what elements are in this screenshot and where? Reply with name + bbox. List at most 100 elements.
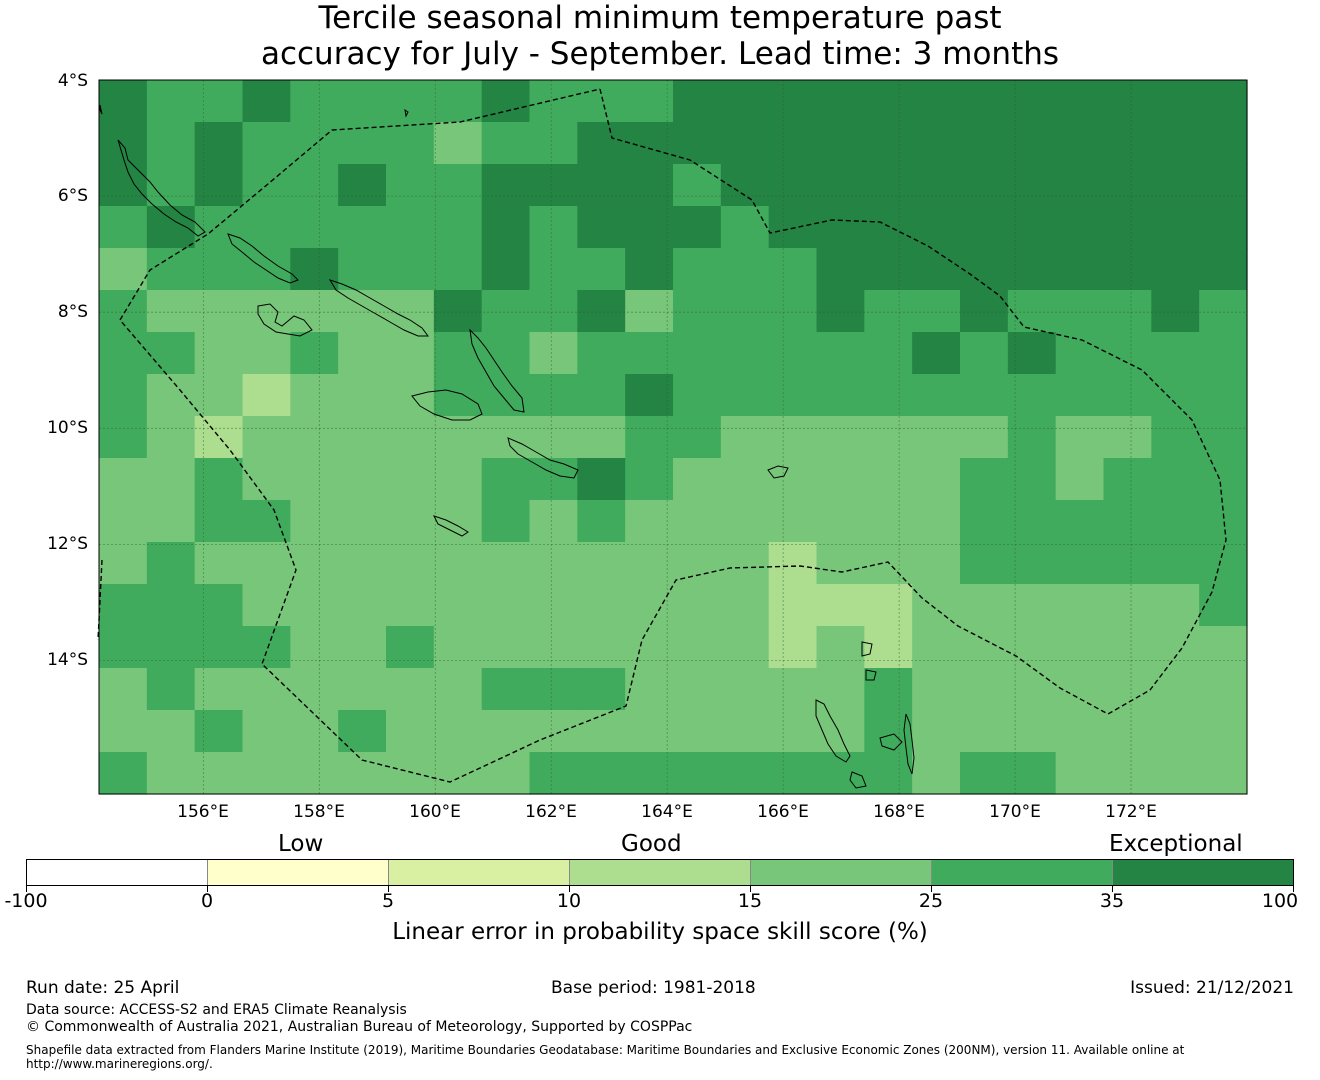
skill-cell	[1055, 542, 1105, 585]
skill-cell	[290, 542, 339, 585]
skill-cell	[1151, 626, 1200, 669]
skill-cell	[99, 710, 148, 753]
skill-cell	[577, 290, 626, 333]
base-period: Base period: 1981-2018	[551, 978, 756, 998]
lat-tick-6s: 6°S	[57, 186, 88, 206]
skill-cell	[816, 458, 865, 501]
skill-cell	[99, 626, 148, 669]
skill-cell	[1151, 80, 1200, 123]
skill-cell	[194, 206, 244, 249]
skill-cell	[625, 248, 674, 291]
skill-cell	[912, 374, 961, 417]
skill-cell	[816, 290, 865, 333]
skill-cell	[864, 458, 913, 501]
colorbar-tick-label: 0	[200, 890, 214, 912]
skill-cell	[625, 290, 674, 333]
skill-cell	[864, 584, 913, 627]
lon-tick-166e: 166°E	[757, 802, 809, 822]
skill-cell	[99, 374, 148, 417]
skill-cell	[720, 374, 770, 417]
skill-cell	[577, 332, 626, 375]
skill-cell	[1055, 752, 1105, 795]
colorbar-bin-neg100-0	[27, 860, 208, 885]
skill-cell	[625, 80, 674, 123]
skill-cell	[768, 206, 818, 249]
skill-cell	[1007, 248, 1057, 291]
skill-cell	[864, 122, 913, 165]
skill-cell	[290, 332, 339, 375]
skill-grid	[99, 80, 1248, 795]
skill-cell	[146, 416, 196, 459]
skill-cell	[99, 542, 148, 585]
skill-cell	[768, 626, 818, 669]
skill-cell	[1103, 584, 1152, 627]
skill-cell	[1103, 458, 1152, 501]
skill-cell	[912, 500, 961, 543]
skill-cell	[529, 668, 578, 711]
skill-cell	[720, 626, 770, 669]
legend-category-exceptional: Exceptional	[1109, 831, 1243, 857]
skill-cell	[960, 542, 1009, 585]
colorbar-tick-label: -100	[4, 890, 48, 912]
skill-cell	[386, 332, 435, 375]
colorbar-tickmark	[207, 886, 208, 892]
skill-cell	[338, 542, 387, 585]
skill-cell	[1151, 374, 1200, 417]
skill-cell	[386, 206, 435, 249]
skill-cell	[194, 626, 244, 669]
skill-cell	[433, 542, 483, 585]
coastlines	[99, 104, 915, 789]
skill-cell	[99, 458, 148, 501]
skill-cell	[673, 374, 722, 417]
skill-cell	[194, 374, 244, 417]
skill-cell	[1007, 290, 1057, 333]
skill-cell	[242, 374, 291, 417]
skill-cell	[194, 542, 244, 585]
skill-cell	[1103, 80, 1152, 123]
lat-tick-4s: 4°S	[57, 71, 88, 91]
skill-cell	[99, 752, 148, 795]
skill-cell	[433, 80, 483, 123]
skill-cell	[864, 332, 913, 375]
skill-cell	[529, 542, 578, 585]
skill-cell	[720, 710, 770, 753]
skill-cell	[673, 710, 722, 753]
skill-cell	[433, 584, 483, 627]
skill-cell	[720, 80, 770, 123]
skill-cell	[1199, 206, 1248, 249]
skill-cell	[290, 668, 339, 711]
skill-cell	[338, 626, 387, 669]
skill-cell	[433, 752, 483, 795]
skill-cell	[960, 164, 1009, 207]
skill-cell	[1199, 374, 1248, 417]
skill-cell	[816, 80, 865, 123]
skill-cell	[146, 458, 196, 501]
skill-cell	[1055, 164, 1105, 207]
skill-cell	[386, 584, 435, 627]
skill-cell	[1007, 458, 1057, 501]
skill-cell	[577, 584, 626, 627]
skill-cell	[146, 584, 196, 627]
skill-cell	[673, 542, 722, 585]
skill-cell	[1199, 80, 1248, 123]
skill-cell	[1151, 164, 1200, 207]
lon-tick-156e: 156°E	[177, 802, 229, 822]
skill-cell	[960, 206, 1009, 249]
skill-cell	[720, 206, 770, 249]
skill-cell	[146, 206, 196, 249]
skill-cell	[912, 626, 961, 669]
coastline-ontong-java	[404, 108, 409, 118]
skill-cell	[194, 332, 244, 375]
skill-cell	[720, 500, 770, 543]
skill-cell	[529, 164, 578, 207]
skill-cell	[1055, 626, 1105, 669]
skill-cell	[577, 668, 626, 711]
skill-cell	[481, 752, 531, 795]
coastline-new-georgia	[257, 303, 313, 337]
coastline-new-ireland	[99, 104, 103, 115]
skill-cell	[577, 374, 626, 417]
skill-cell	[1055, 668, 1105, 711]
coastline-bougainville	[117, 139, 206, 237]
skill-cell	[99, 500, 148, 543]
colorbar-tickmark	[1112, 886, 1113, 892]
